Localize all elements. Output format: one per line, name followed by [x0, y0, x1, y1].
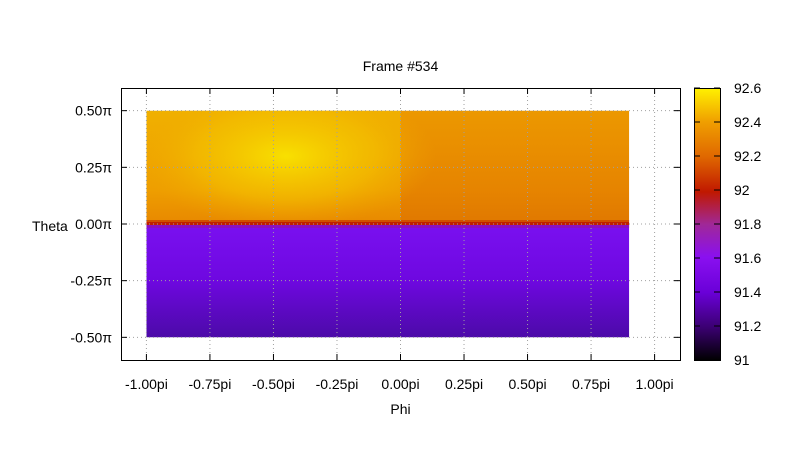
x-tick-label: -1.00pi — [125, 376, 168, 392]
colorbar-tick-label: 91.6 — [734, 250, 761, 266]
colorbar-tick-label: 92.2 — [734, 148, 761, 164]
colorbar-tick-label: 92.4 — [734, 114, 761, 130]
heatmap-data — [146, 110, 630, 338]
x-tick-label: -0.50pi — [252, 376, 295, 392]
chart-title: Frame #534 — [363, 58, 439, 74]
x-tick-label: 0.50pi — [508, 376, 546, 392]
y-tick-label: -0.50π — [70, 329, 112, 345]
x-tick-label: -0.25pi — [316, 376, 359, 392]
y-tick-label: 0.00π — [75, 216, 112, 232]
colorbar-tick-label: 92.6 — [734, 80, 761, 96]
y-tick-label: -0.25π — [70, 273, 112, 289]
x-axis-label: Phi — [390, 401, 410, 417]
colorbar-tick-label: 91.8 — [734, 216, 761, 232]
x-tick-label: 0.25pi — [445, 376, 483, 392]
grid-lines — [121, 88, 680, 360]
equator-band-lower — [146, 225, 630, 228]
colorbar-tick-label: 91.4 — [734, 284, 761, 300]
equator-band — [146, 222, 630, 225]
x-axis-ticks: -1.00pi -0.75pi -0.50pi -0.25pi 0.00pi 0.25pi… — [125, 88, 674, 392]
x-tick-label: 0.75pi — [572, 376, 610, 392]
x-tick-label: 1.00pi — [636, 376, 674, 392]
x-tick-label: 0.00pi — [381, 376, 419, 392]
y-tick-label: 0.50π — [75, 103, 112, 119]
region-upper-right — [400, 110, 630, 224]
colorbar-tick-label: 91 — [734, 352, 750, 368]
equator-band-upper — [146, 220, 630, 222]
y-tick-label: 0.25π — [75, 159, 112, 175]
y-axis-ticks: 0.50π 0.25π 0.00π -0.25π -0.50π — [70, 103, 680, 345]
peak-region — [146, 110, 437, 228]
colorbar-ticks: 91 91.2 91.4 91.6 91.8 92 92.2 92.4 92.6 — [694, 80, 761, 368]
x-tick-label: -0.75pi — [189, 376, 232, 392]
colorbar-tick-label: 92 — [734, 182, 750, 198]
region-lower — [146, 224, 630, 338]
colorbar-tick-label: 91.2 — [734, 318, 761, 334]
y-axis-label: Theta — [32, 218, 68, 234]
